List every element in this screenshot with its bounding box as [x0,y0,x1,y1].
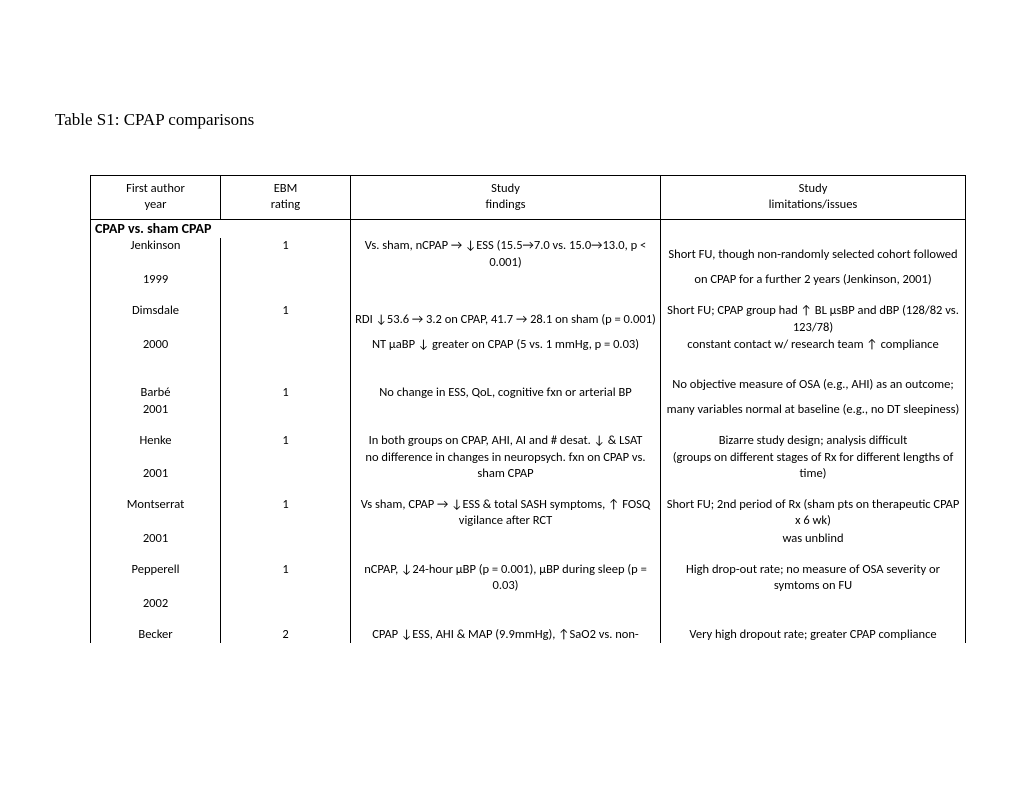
col-subheader-rating: rating [221,197,351,219]
table-cell: In both groups on CPAP, AHI, AI and # de… [351,433,661,450]
table-cell: Becker [91,626,221,643]
table-cell: 1 [221,303,351,320]
table-cell: Bizarre study design; analysis difficult [661,433,966,450]
table-cell: 1 [221,385,351,402]
table-cell: on CPAP for a further 2 years (Jenkinson… [661,272,966,289]
table-cell: was unblind [661,530,966,547]
table-cell: Barbé [91,385,221,402]
col-header-ebm: EBM [221,176,351,198]
table-cell: Henke [91,433,221,450]
col-subheader-issues: limitations/issues [661,197,966,219]
table-cell: NT μaBP ↓ greater on CPAP (5 vs. 1 mmHg,… [351,337,661,354]
table-cell: 2001 [91,402,221,419]
table-cell: 2 [221,626,351,643]
table-cell: (groups on different stages of Rx for di… [661,450,966,483]
table-cell: 1 [221,433,351,450]
table-cell: CPAP ↓ESS, AHI & MAP (9.9mmHg), ↑SaO2 vs… [351,626,661,643]
cpap-table: First author EBM Study Study year rating… [90,175,966,643]
table-cell: No change in ESS, QoL, cognitive fxn or … [351,385,661,402]
section-heading: CPAP vs. sham CPAP [95,220,212,237]
table-cell: High drop-out rate; no measure of OSA se… [661,561,966,595]
table-cell: Pepperell [91,561,221,578]
table-cell: Short FU; 2nd period of Rx (sham pts on … [661,496,966,530]
table-cell: Montserrat [91,496,221,513]
col-subheader-findings: findings [351,197,661,219]
table-cell: Short FU; CPAP group had ↑ BL μsBP and d… [661,303,966,337]
table-cell: many variables normal at baseline (e.g.,… [661,402,966,419]
col-subheader-year: year [91,197,221,219]
table-cell: 1 [221,496,351,513]
table-cell: No objective measure of OSA (e.g., AHI) … [661,368,966,402]
table-cell: constant contact w/ research team ↑ comp… [661,337,966,354]
table-cell: nCPAP, ↓24-hour μBP (p = 0.001), μBP dur… [351,561,661,595]
table-cell: 2001 [91,450,221,483]
page-title: Table S1: CPAP comparisons [55,110,965,130]
table-cell: 1 [221,561,351,578]
table-cell: 2002 [91,595,221,612]
table-cell: RDI ↓53.6 → 3.2 on CPAP, 41.7 → 28.1 on … [351,303,661,337]
table-cell: 2000 [91,337,221,354]
table-cell: Vs sham, CPAP → ↓ESS & total SASH sympto… [351,496,661,530]
table-cell: Vs. sham, nCPAP → ↓ESS (15.5→7.0 vs. 15.… [351,238,661,272]
table-cell: Dimsdale [91,303,221,320]
col-header-author: First author [91,176,221,198]
table-cell: 2001 [91,530,221,547]
table-cell: Jenkinson [91,238,221,255]
table-cell: Very high dropout rate; greater CPAP com… [661,626,966,643]
col-header-study-limits: Study [661,176,966,198]
col-header-study-findings: Study [351,176,661,198]
table-cell: 1999 [91,272,221,289]
table-cell: 1 [221,238,351,255]
table-cell: Short FU, though non-randomly selected c… [661,238,966,272]
table-cell: no difference in changes in neuropsych. … [351,450,661,483]
